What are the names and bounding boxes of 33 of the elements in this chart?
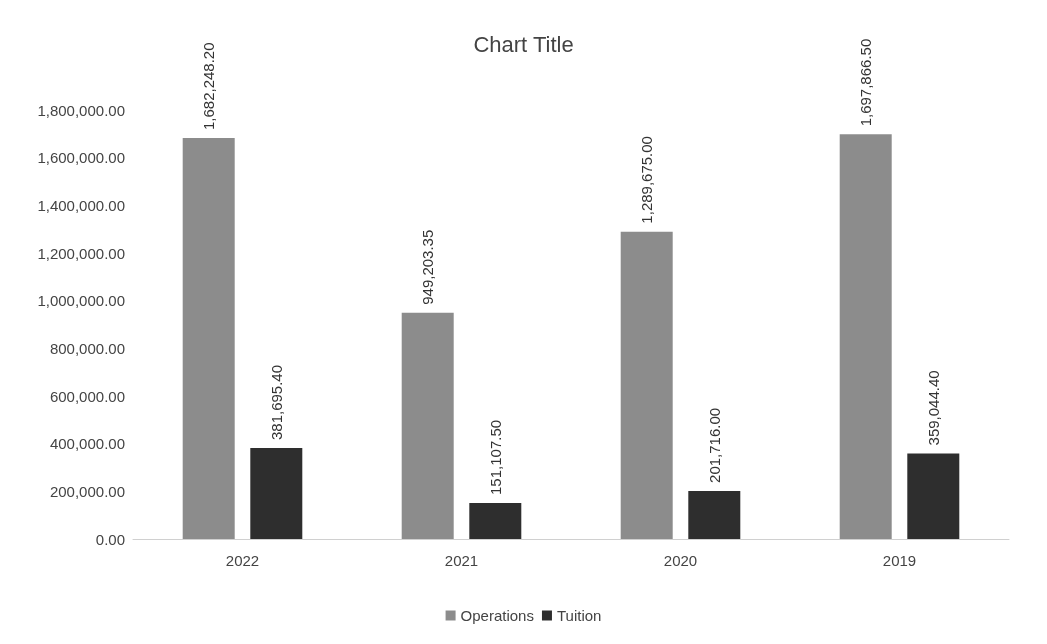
bar bbox=[688, 490, 741, 539]
y-tick-label: 1,600,000.00 bbox=[37, 149, 125, 167]
bar bbox=[401, 312, 454, 539]
y-tick-label: 1,800,000.00 bbox=[37, 101, 125, 119]
x-tick-label: 2019 bbox=[882, 552, 917, 569]
y-tick-label: 800,000.00 bbox=[49, 339, 125, 357]
bar bbox=[839, 134, 892, 539]
y-tick-label: 600,000.00 bbox=[49, 387, 125, 405]
y-tick-label: 0.00 bbox=[95, 530, 125, 548]
data-label: 359,044.40 bbox=[924, 370, 942, 446]
y-tick-label: 200,000.00 bbox=[49, 482, 125, 500]
x-tick-label: 2021 bbox=[444, 552, 479, 569]
y-tick-label: 400,000.00 bbox=[49, 435, 125, 453]
y-tick-label: 1,400,000.00 bbox=[37, 196, 125, 214]
y-tick-label: 1,200,000.00 bbox=[37, 244, 125, 262]
x-tick-label: 2020 bbox=[663, 552, 698, 569]
chart-title: Chart Title bbox=[473, 31, 574, 57]
data-label: 1,697,866.50 bbox=[857, 38, 875, 127]
bar bbox=[250, 448, 303, 539]
data-label: 151,107.50 bbox=[486, 419, 504, 495]
bar bbox=[469, 502, 522, 539]
legend-label: Tuition bbox=[556, 607, 602, 624]
data-label: 1,682,248.20 bbox=[200, 42, 218, 131]
data-label: 1,289,675.00 bbox=[638, 136, 656, 224]
x-tick-label: 2022 bbox=[225, 552, 260, 569]
bar bbox=[182, 138, 235, 539]
data-label: 201,716.00 bbox=[705, 407, 723, 483]
bar bbox=[907, 453, 960, 539]
legend-label: Operations bbox=[460, 607, 534, 624]
data-label: 381,695.40 bbox=[267, 364, 285, 441]
bar bbox=[620, 231, 673, 539]
y-tick-label: 1,000,000.00 bbox=[37, 292, 125, 310]
data-label: 949,203.35 bbox=[419, 229, 437, 305]
